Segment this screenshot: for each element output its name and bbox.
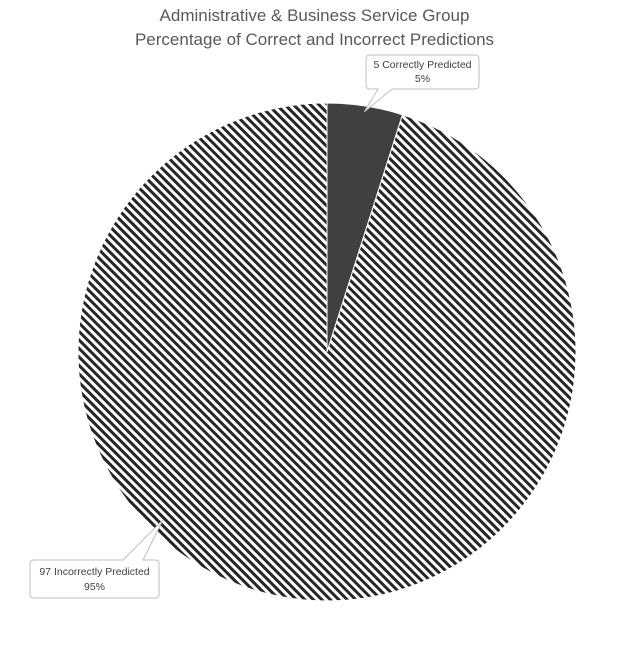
data-label-count: 97 Incorrectly Predicted <box>39 566 149 578</box>
chart-title-line-2: Percentage of Correct and Incorrect Pred… <box>134 30 495 49</box>
pie-slice-incorrectly-predicted <box>77 102 577 602</box>
data-callout-incorrectly-predicted: 97 Incorrectly Predicted 95% <box>29 519 164 599</box>
data-label-percent: 5% <box>415 73 430 85</box>
data-label-count: 5 Correctly Predicted <box>373 59 471 71</box>
chart-title-line-1: Administrative & Business Service Group <box>159 6 470 25</box>
callout-box <box>29 519 164 599</box>
data-label-percent: 95% <box>84 581 105 593</box>
data-callout-correctly-predicted: 5 Correctly Predicted 5% <box>363 54 480 113</box>
callout-box <box>363 54 480 113</box>
